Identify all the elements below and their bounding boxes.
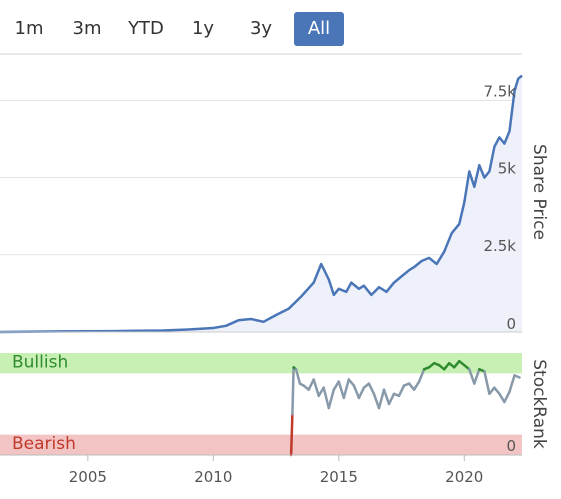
- rank-zone-bullish: [0, 353, 522, 374]
- stockrank-line-segment: [508, 374, 516, 394]
- range-button-1m[interactable]: 1m: [14, 18, 44, 39]
- stockrank-line-segment: [307, 378, 315, 391]
- stockrank-line-segment: [417, 368, 426, 383]
- stockrank-line-segment: [442, 361, 451, 371]
- x-axis-tick-label: 2010: [194, 468, 232, 486]
- range-button-ytd[interactable]: YTD: [128, 18, 164, 39]
- range-button-1y[interactable]: 1y: [191, 18, 215, 39]
- stockrank-line-segment: [468, 368, 476, 385]
- stockrank-line-segment: [377, 388, 386, 410]
- stockrank-line-segment: [367, 382, 376, 396]
- stockrank-line-segment: [342, 378, 351, 400]
- stockrank-line-segment: [498, 392, 506, 404]
- stockrank-line-segment: [372, 392, 381, 410]
- stockrank-line-segment: [513, 374, 521, 379]
- range-button-all[interactable]: All: [294, 12, 344, 46]
- x-axis-tick-label: 2015: [320, 468, 358, 486]
- price-tick-label: 5k: [498, 160, 517, 178]
- stockrank-line-segment: [397, 384, 406, 398]
- range-selector: 1m 3m YTD 1y 3y All: [0, 0, 561, 52]
- stockrank-line-segment: [357, 386, 366, 400]
- x-axis-tick-label: 2020: [445, 468, 483, 486]
- rank-zone-label-bullish: Bullish: [12, 352, 68, 372]
- stockrank-line-segment: [387, 392, 396, 406]
- stockrank-line-segment: [347, 378, 356, 387]
- stockrank-line-segment: [503, 390, 511, 404]
- x-axis-tick-label: 2005: [69, 468, 107, 486]
- price-tick-label: 2.5k: [483, 237, 516, 255]
- stockrank-line-segment: [483, 370, 491, 396]
- price-area-fill: [0, 75, 522, 332]
- stockrank-line-segment: [488, 386, 496, 396]
- price-axis-title: Share Price: [529, 144, 549, 240]
- range-button-3m[interactable]: 3m: [72, 18, 102, 39]
- stockrank-line-segment: [291, 366, 295, 416]
- stockrank-line-segment: [352, 384, 361, 400]
- stockrank-line-segment: [493, 386, 501, 396]
- price-line: [0, 74, 523, 334]
- price-tick-label: 7.5k: [483, 82, 516, 100]
- stockrank-line-segment: [452, 359, 461, 369]
- stockrank-line-segment: [337, 380, 346, 400]
- stockrank-line-segment: [473, 368, 481, 385]
- stockrank-line-segment: [327, 388, 336, 410]
- range-button-3y[interactable]: 3y: [249, 18, 273, 39]
- stockrank-line-segment: [294, 368, 302, 385]
- stockrank-line-segment: [322, 386, 331, 410]
- rank-zone-label-bearish: Bearish: [12, 434, 76, 454]
- stockrank-line-segment: [382, 388, 391, 406]
- price-tick-label: 0: [506, 315, 516, 333]
- stockrank-line-segment: [412, 380, 421, 391]
- stockrank-axis-title: StockRank: [529, 359, 549, 449]
- rank-zone-bearish: [0, 434, 522, 455]
- stockrank-tick-label: 0: [506, 437, 516, 455]
- stockrank-line-segment: [289, 412, 294, 457]
- stockrank-line-segment: [312, 378, 320, 398]
